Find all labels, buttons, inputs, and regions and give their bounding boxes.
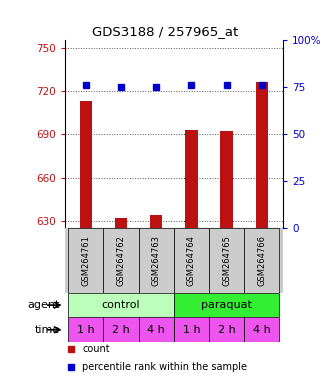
Text: time: time — [35, 325, 60, 335]
Bar — [68, 318, 103, 342]
Text: GSM264762: GSM264762 — [117, 235, 125, 286]
Bar — [244, 228, 279, 293]
Text: 2 h: 2 h — [112, 325, 130, 335]
Text: GSM264761: GSM264761 — [81, 235, 90, 286]
Bar — [256, 82, 268, 228]
Text: agent: agent — [28, 300, 60, 310]
Bar — [103, 228, 139, 293]
Text: paraquat: paraquat — [201, 300, 252, 310]
Text: 1 h: 1 h — [183, 325, 200, 335]
Bar — [174, 228, 209, 293]
Bar — [174, 318, 209, 342]
Text: 2 h: 2 h — [218, 325, 235, 335]
Bar — [220, 131, 233, 228]
Text: percentile rank within the sample: percentile rank within the sample — [82, 362, 247, 372]
Bar — [68, 293, 174, 318]
Bar — [185, 130, 198, 228]
Bar — [115, 218, 127, 228]
Bar — [68, 228, 103, 293]
Bar — [150, 215, 162, 228]
Bar — [209, 228, 244, 293]
Bar — [139, 318, 174, 342]
Bar — [244, 318, 279, 342]
Bar — [209, 318, 244, 342]
Bar — [103, 318, 139, 342]
Text: GSM264763: GSM264763 — [152, 235, 161, 286]
Bar — [139, 228, 174, 293]
Text: count: count — [82, 344, 110, 354]
Bar — [174, 293, 279, 318]
Text: control: control — [102, 300, 140, 310]
Text: GSM264765: GSM264765 — [222, 235, 231, 286]
Bar — [79, 101, 92, 228]
Text: GDS3188 / 257965_at: GDS3188 / 257965_at — [92, 25, 239, 38]
Text: GSM264766: GSM264766 — [258, 235, 266, 286]
Text: GSM264764: GSM264764 — [187, 235, 196, 286]
Text: 1 h: 1 h — [77, 325, 94, 335]
Text: 4 h: 4 h — [253, 325, 271, 335]
Text: 4 h: 4 h — [147, 325, 165, 335]
